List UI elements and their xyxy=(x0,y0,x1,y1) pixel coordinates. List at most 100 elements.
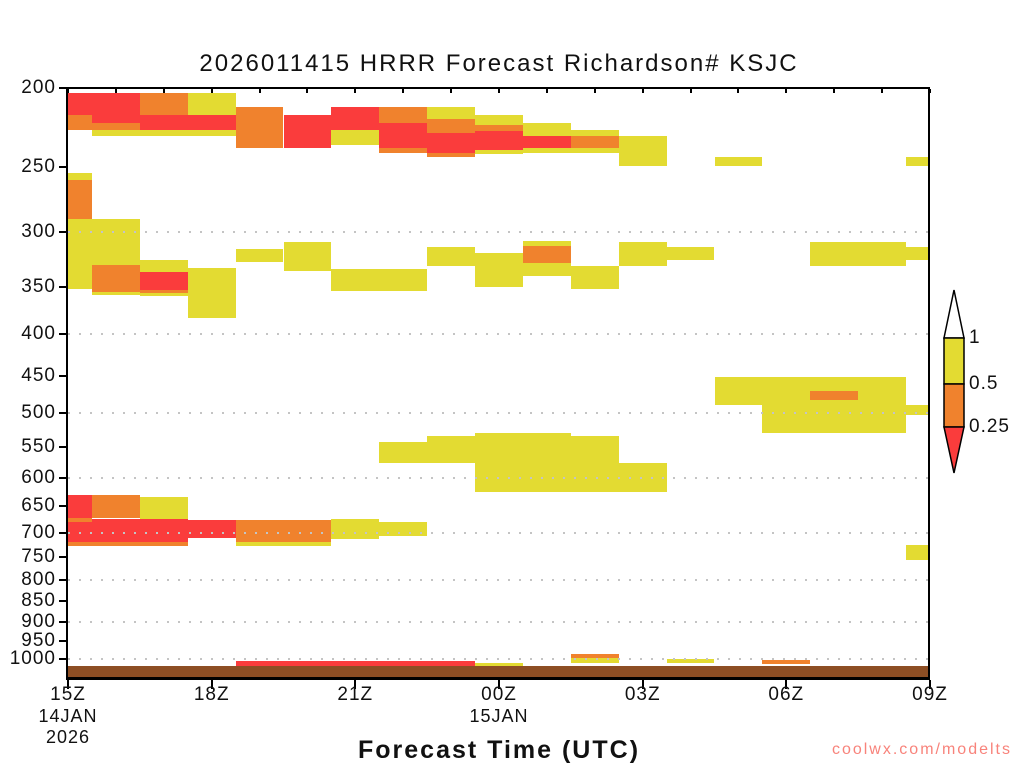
gridlines-layer xyxy=(68,88,930,679)
x-axis-minor-tick xyxy=(689,89,692,93)
heatmap-cell xyxy=(762,404,907,433)
watermark-text: coolwx.com/modelts xyxy=(831,741,1012,758)
pressure-gridline xyxy=(68,578,930,581)
x-axis-minor-tick xyxy=(593,89,596,93)
heatmap-cell xyxy=(91,495,140,519)
y-axis-tick-label: 800 xyxy=(21,568,56,590)
x-axis-minor-tick xyxy=(402,89,405,93)
heatmap-cell xyxy=(906,246,930,261)
plot-border-left xyxy=(66,87,68,680)
heatmap-cell xyxy=(235,660,475,666)
x-axis-tick xyxy=(785,680,788,689)
heatmap-cell xyxy=(235,107,284,149)
y-axis-tick-label: 650 xyxy=(21,495,56,517)
heatmap-cell xyxy=(331,107,380,130)
y-axis-tick-label: 450 xyxy=(21,364,56,386)
heatmap-cell xyxy=(187,93,236,116)
heatmap-cell xyxy=(762,659,811,664)
y-axis-tick xyxy=(59,285,67,288)
heatmap-cell xyxy=(427,132,476,153)
x-axis-minor-tick xyxy=(641,89,644,93)
y-axis-tick-label: 350 xyxy=(21,275,56,297)
heatmap-cell xyxy=(570,136,619,149)
heatmap-cell xyxy=(235,520,332,542)
x-axis-date-label: 14JAN xyxy=(38,706,98,726)
y-axis-tick xyxy=(59,531,67,534)
heatmap-cell xyxy=(379,442,428,463)
heatmap-cell xyxy=(906,545,930,561)
heatmap-cell xyxy=(331,518,380,539)
x-axis-minor-tick xyxy=(67,89,69,93)
x-axis-minor-tick xyxy=(162,89,165,93)
x-axis-tick xyxy=(641,680,644,689)
pressure-gridline xyxy=(68,658,930,661)
heatmap-cell xyxy=(235,542,332,547)
colorbar-label-1: 1 xyxy=(969,327,981,348)
y-axis-tick xyxy=(59,332,67,335)
y-axis-tick-label: 850 xyxy=(21,590,56,612)
pressure-gridline xyxy=(68,332,930,335)
x-axis-minor-tick xyxy=(929,89,931,93)
x-axis-minor-tick xyxy=(114,89,117,93)
y-axis-tick-label: 200 xyxy=(21,77,56,98)
y-axis-tick xyxy=(59,445,67,448)
heatmap-cell xyxy=(139,497,188,519)
heatmap-cell xyxy=(187,520,236,539)
plot-area xyxy=(68,88,930,679)
colorbar-label-0-25: 0.25 xyxy=(969,416,1010,437)
heatmap-cell xyxy=(522,148,571,153)
x-axis-title: Forecast Time (UTC) xyxy=(357,736,641,764)
heatmap-cell xyxy=(475,149,523,155)
y-axis-tick xyxy=(59,230,67,233)
heatmap-cell xyxy=(379,107,428,124)
y-axis-tick-label: 700 xyxy=(21,521,56,543)
colorbar: 1 0.5 0.25 xyxy=(941,288,1021,478)
plot-border-bottom xyxy=(66,677,930,680)
heatmap-cell xyxy=(139,272,188,290)
heatmap-cell xyxy=(379,123,428,149)
heatmap-cell xyxy=(331,129,380,146)
x-axis-tick xyxy=(354,680,357,689)
y-axis-tick xyxy=(59,658,67,661)
x-axis-tick-label: 03Z xyxy=(624,684,661,705)
y-axis-tick-label: 250 xyxy=(21,156,56,178)
heatmap-cell xyxy=(68,115,92,130)
heatmap-cell xyxy=(68,518,188,542)
y-axis-tick-label: 400 xyxy=(21,322,56,344)
y-axis-tick-label: 550 xyxy=(21,435,56,457)
heatmap-cell xyxy=(427,246,476,266)
x-axis-date-label: 2026 xyxy=(45,727,91,747)
y-axis-tick-label: 900 xyxy=(21,610,56,632)
y-axis-tick-label: 1000 xyxy=(9,648,56,670)
x-axis-minor-tick xyxy=(737,89,740,93)
heatmap-cell xyxy=(331,268,428,291)
heatmap-cell xyxy=(570,265,619,289)
x-axis-tick-label: 09Z xyxy=(912,684,948,705)
x-axis-minor-tick xyxy=(785,89,788,93)
plot-border-right xyxy=(928,87,930,680)
heatmap-cell xyxy=(570,653,619,658)
x-axis-tick xyxy=(498,680,500,689)
x-axis-minor-tick xyxy=(306,89,309,93)
heatmap-cell xyxy=(427,152,476,158)
heatmap-cell xyxy=(187,267,236,318)
heatmap-cell xyxy=(91,123,140,130)
plot-border-top xyxy=(66,87,930,89)
pressure-gridline xyxy=(68,230,930,233)
heatmap-cell xyxy=(91,129,236,137)
x-axis-tick-label: 00Z xyxy=(481,684,517,705)
heatmap-cell xyxy=(68,218,92,289)
heatmap-cell xyxy=(522,123,571,136)
y-axis-tick xyxy=(59,639,67,642)
heatmap-cell xyxy=(427,118,476,133)
terrain-bar xyxy=(68,666,930,679)
heatmap-cell xyxy=(475,125,523,132)
heatmap-cell xyxy=(235,249,284,263)
y-axis-tick-label: 750 xyxy=(21,546,56,567)
heatmap-cell xyxy=(714,157,763,166)
x-axis-minor-tick xyxy=(210,89,213,93)
heatmap-cell xyxy=(570,148,619,153)
heatmap-cell xyxy=(91,264,140,292)
y-axis-tick-label: 500 xyxy=(21,402,56,424)
